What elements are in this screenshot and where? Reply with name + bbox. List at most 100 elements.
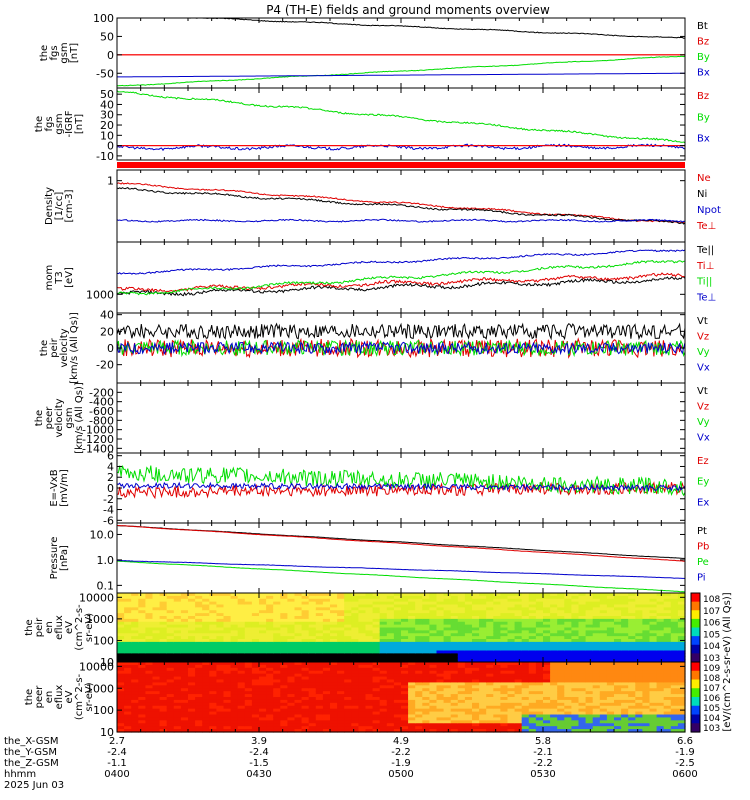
spectrogram-cell [592,682,601,686]
spectrogram-cell [244,682,253,686]
spectrogram-cell [195,708,203,713]
spectrogram-cell [415,673,423,678]
spectrogram-cell [266,699,274,704]
spectrogram-cell [393,702,402,707]
spectrogram-cell [599,708,608,713]
spectrogram-cell [457,676,466,681]
spectrogram-cell [649,726,658,730]
spectrogram-cell [401,621,409,626]
spectrogram-cell [557,682,565,686]
spectrogram-cell [159,621,168,626]
spectrogram-cell [173,650,182,654]
spectrogram-cell [592,699,601,704]
spectrogram-cell [358,685,367,689]
spectrogram-cell [344,613,352,617]
spectrogram-cell [401,647,409,652]
spectrogram-cell [592,726,601,730]
spectrogram-cell [614,726,622,730]
spectrogram-cell [543,667,551,672]
spectrogram-cell [443,633,452,637]
spectrogram-cell [138,697,146,701]
spectrogram-cell [493,691,501,695]
spectrogram-cell [578,598,587,603]
spectrogram-cell [543,679,551,684]
spectrogram-cell [571,705,580,710]
spectrogram-cell [280,676,288,681]
spectrogram-cell [464,726,473,730]
spectrogram-cell [429,688,438,692]
spectrogram-cell [450,717,459,721]
spectrogram-cell [514,723,523,727]
spectrogram-cell [195,639,203,643]
spectrogram-cell [244,601,253,606]
spectrogram-cell [166,613,175,617]
spectrogram-cell [571,697,580,701]
spectrogram-cell [564,685,572,689]
spectrogram-cell [628,598,636,603]
spectrogram-cell [677,702,686,707]
spectrogram-cell [557,607,565,611]
spectrogram-cell [514,664,523,669]
spectrogram-cell [479,685,487,689]
spectrogram-cell [131,659,139,663]
spectrogram-cell [379,694,388,698]
spectrogram-cell [578,621,587,626]
spectrogram-cell [195,593,203,597]
spectrogram-cell [592,720,601,724]
spectrogram-cell [670,598,679,603]
spectrogram-cell [521,659,530,663]
spectrogram-cell [280,714,288,719]
spectrogram-cell [670,630,679,634]
spectrogram-cell [273,598,281,603]
spectrogram-cell [237,682,246,686]
spectrogram-cell [472,598,480,603]
spectrogram-cell [237,604,246,608]
spectrogram-cell [514,673,523,678]
spectrogram-cell [344,595,352,600]
spectrogram-cell [393,708,402,713]
spectrogram-cell [216,595,225,600]
spectrogram-cell [472,720,480,724]
spectrogram-cell [180,621,189,626]
spectrogram-cell [244,702,253,707]
spectrogram-cell [429,633,438,637]
spectrogram-cell [138,702,146,707]
spectrogram-cell [592,607,601,611]
spectrogram-cell [308,679,317,684]
spectrogram-cell [344,593,352,597]
spectrogram-cell [294,593,303,597]
series-vx-line [116,340,686,356]
spectrogram-cell [273,630,281,634]
spectrogram-cell [457,633,466,637]
spectrogram-cell [365,723,374,727]
spectrogram-cell [330,682,338,686]
spectrogram-cell [152,613,161,617]
spectrogram-cell [528,598,537,603]
spectrogram-cell [514,610,523,614]
spectrogram-cell [138,682,146,686]
spectrogram-cell [223,616,232,620]
spectrogram-cell [663,662,672,666]
spectrogram-cell [365,720,374,724]
spectrogram-cell [564,670,572,675]
spectrogram-cell [457,688,466,692]
spectrogram-cell [145,656,154,660]
spectrogram-cell [294,697,303,701]
spectrogram-cell [464,720,473,724]
spectrogram-cell [670,699,679,704]
spectrogram-cell [521,656,530,660]
spectrogram-cell [266,664,274,669]
spectrogram-cell [145,610,154,614]
spectrogram-cell [159,604,168,608]
spectrogram-cell [386,613,395,617]
spectrogram-cell [585,711,594,716]
spectrogram-cell [422,676,430,681]
spectrogram-cell [486,676,494,681]
spectrogram-cell [578,708,587,713]
spectrogram-cell [230,717,239,721]
spectrogram-cell [436,644,445,649]
spectrogram-cell [649,685,658,689]
y-tick-label: 1000 [86,682,114,695]
spectrogram-cell [422,720,430,724]
spectrogram-cell [372,662,381,666]
